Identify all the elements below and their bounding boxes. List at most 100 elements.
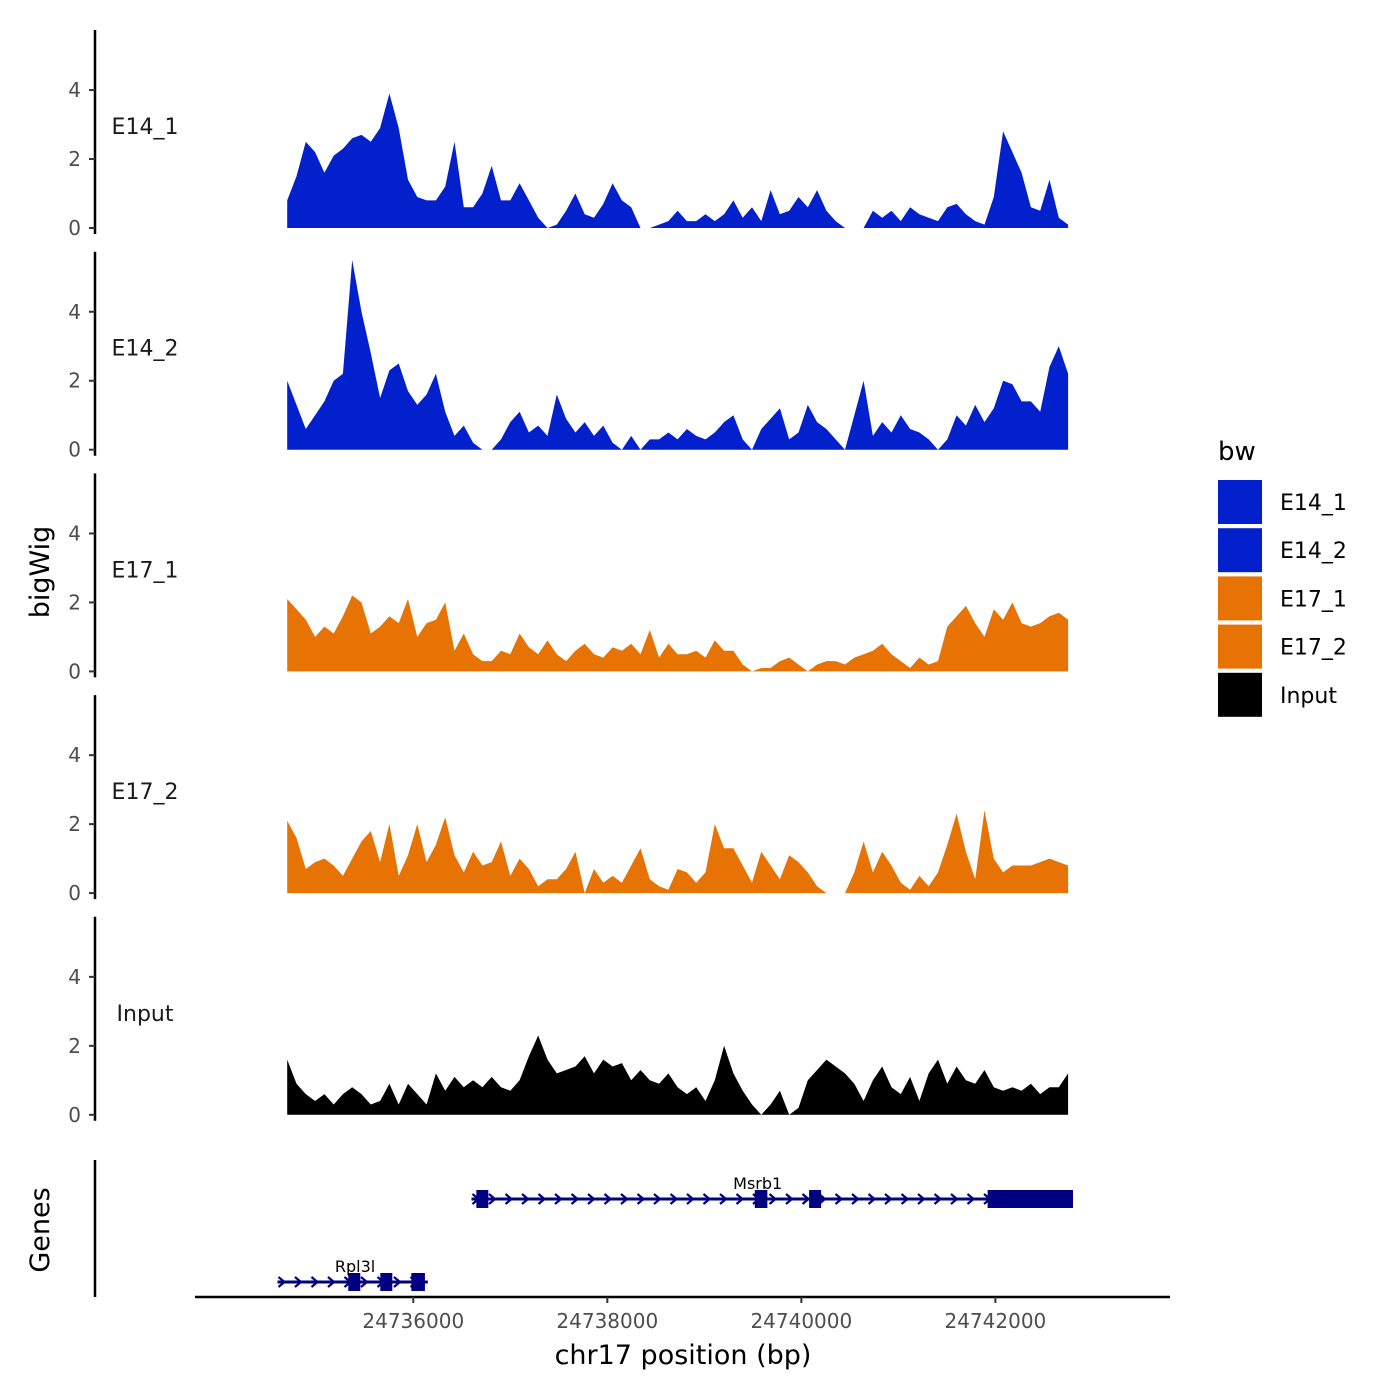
legend-entry-e17-2: E17_2	[1218, 624, 1347, 669]
y-tick-label: 2	[68, 812, 81, 836]
strand-arrow	[768, 1193, 778, 1205]
y-tick-label: 0	[68, 659, 81, 683]
track-e17-2: 0 2 4 E17_2	[68, 695, 1069, 905]
strand-arrow	[867, 1193, 877, 1205]
track-e14-1: 0 2 4 E14_1	[68, 30, 1069, 240]
x-axis-title: chr17 position (bp)	[555, 1340, 812, 1371]
legend: bw E14_1 E14_2 E17_1 E17_2 Input	[1218, 437, 1347, 717]
strand-arrow	[294, 1276, 303, 1288]
strand-arrow	[669, 1193, 679, 1205]
y-tick-label: 2	[68, 590, 81, 614]
y-tick-label: 0	[68, 881, 81, 905]
legend-entry-e14-2: E14_2	[1218, 528, 1347, 573]
legend-key	[1218, 528, 1262, 573]
strand-arrow	[504, 1193, 514, 1205]
strand-arrow	[653, 1193, 662, 1205]
track-e17-1: 0 2 4 E17_1	[68, 473, 1069, 683]
x-tick-label: 24742000	[944, 1309, 1046, 1333]
y-tick-label: 0	[68, 438, 81, 462]
strand-arrow	[620, 1193, 629, 1205]
x-axis: 24736000 24738000 24740000 24742000	[195, 1295, 1170, 1333]
gene-exon	[987, 1190, 1073, 1208]
gene-exon	[348, 1273, 361, 1291]
legend-entry-input: Input	[1218, 672, 1337, 717]
strand-arrow	[966, 1193, 976, 1205]
strand-arrow	[393, 1276, 402, 1288]
strand-arrow	[933, 1193, 943, 1205]
track-input: 0 2 4 Input	[68, 916, 1069, 1127]
legend-label: E17_1	[1280, 587, 1347, 612]
strand-arrow	[735, 1193, 745, 1205]
legend-label: E17_2	[1280, 636, 1347, 661]
gene-label: Msrb1	[733, 1174, 782, 1193]
strand-arrow	[603, 1193, 613, 1205]
signal-area-e14-2	[287, 260, 1069, 450]
legend-entry-e17-1: E17_1	[1218, 576, 1347, 621]
gene-exon	[476, 1190, 489, 1208]
strand-arrow	[900, 1193, 910, 1205]
strand-arrow	[884, 1193, 893, 1205]
strand-arrow	[537, 1193, 547, 1205]
strand-arrow	[277, 1276, 287, 1288]
legend-label: Input	[1280, 684, 1337, 709]
gene-exon	[411, 1273, 425, 1291]
strand-arrow	[587, 1193, 596, 1205]
legend-label: E14_2	[1280, 539, 1347, 564]
strand-arrow	[950, 1193, 959, 1205]
x-tick-label: 24740000	[750, 1309, 852, 1333]
y-tick-label: 0	[68, 1103, 81, 1127]
track-e14-2: 0 2 4 E14_2	[68, 251, 1069, 462]
strand-arrow	[636, 1193, 646, 1205]
legend-label: E14_1	[1280, 491, 1347, 516]
track-label: E17_2	[112, 780, 179, 805]
strand-arrow	[327, 1276, 336, 1288]
y-axis-title: bigWig	[25, 526, 56, 619]
strand-arrow	[488, 1193, 497, 1205]
track-label: E14_1	[112, 115, 179, 140]
bigwig-tracks: 0 2 4 E14_1 0 2 4 E14_2 0 2 4 E17_1 0 2 4 E17_2 0 2 4 Input	[68, 30, 1069, 1127]
gene-exon	[809, 1190, 822, 1208]
strand-arrow	[570, 1193, 580, 1205]
signal-area-input	[287, 1035, 1069, 1115]
strand-arrow	[686, 1193, 695, 1205]
y-tick-label: 0	[68, 216, 81, 240]
legend-key	[1218, 672, 1262, 717]
strand-arrow	[521, 1193, 530, 1205]
strand-arrow	[785, 1193, 794, 1205]
strand-arrow	[702, 1193, 712, 1205]
y-tick-label: 4	[68, 965, 81, 989]
strand-arrow	[851, 1193, 860, 1205]
gene-rpl3l: Rpl3l	[277, 1257, 428, 1291]
genes-panel: Msrb1 Rpl3l	[93, 1160, 1073, 1297]
legend-key	[1218, 624, 1262, 669]
gene-label: Rpl3l	[335, 1257, 375, 1276]
gene-exon	[380, 1273, 393, 1291]
legend-key	[1218, 576, 1262, 621]
x-tick-label: 24736000	[362, 1309, 464, 1333]
track-label: E17_1	[112, 558, 179, 583]
y-tick-label: 4	[68, 78, 81, 102]
gene-exon	[754, 1190, 768, 1208]
y-tick-label: 4	[68, 743, 81, 767]
track-label: E14_2	[112, 337, 179, 362]
track-label: Input	[117, 1002, 174, 1027]
strand-arrow	[917, 1193, 926, 1205]
y-tick-label: 4	[68, 300, 81, 324]
legend-entry-e14-1: E14_1	[1218, 480, 1347, 524]
strand-arrow	[719, 1193, 728, 1205]
strand-arrow	[554, 1193, 563, 1205]
strand-arrow	[834, 1193, 844, 1205]
legend-title: bw	[1218, 437, 1256, 467]
strand-arrow	[801, 1193, 811, 1205]
y-tick-label: 4	[68, 521, 81, 545]
y-tick-label: 2	[68, 1034, 81, 1058]
x-tick-label: 24738000	[556, 1309, 658, 1333]
signal-area-e17-1	[287, 595, 1069, 672]
y-tick-label: 2	[68, 369, 81, 393]
y-tick-label: 2	[68, 147, 81, 171]
genes-axis-title: Genes	[25, 1187, 56, 1272]
strand-arrow	[310, 1276, 320, 1288]
gene-msrb1: Msrb1	[471, 1174, 1073, 1208]
signal-area-e17-2	[287, 810, 1069, 894]
